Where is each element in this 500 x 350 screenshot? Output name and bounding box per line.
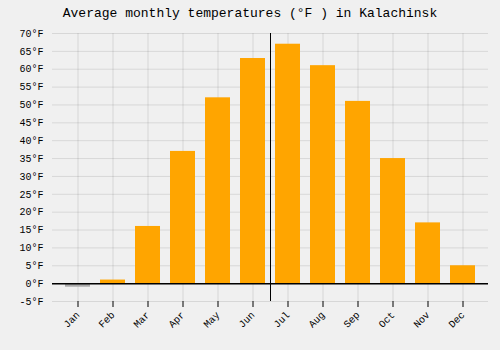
svg-text:Jul: Jul: [272, 310, 293, 331]
svg-text:Apr: Apr: [167, 310, 188, 331]
svg-text:20°F: 20°F: [19, 207, 43, 218]
svg-text:0°F: 0°F: [25, 279, 43, 290]
svg-text:5°F: 5°F: [25, 261, 43, 272]
svg-text:55°F: 55°F: [19, 82, 43, 93]
svg-text:Oct: Oct: [377, 310, 398, 331]
svg-text:Jan: Jan: [62, 310, 83, 331]
svg-text:70°F: 70°F: [19, 29, 43, 40]
svg-text:Jun: Jun: [237, 310, 258, 331]
svg-text:10°F: 10°F: [19, 243, 43, 254]
svg-text:15°F: 15°F: [19, 225, 43, 236]
svg-text:65°F: 65°F: [19, 47, 43, 58]
svg-text:Dec: Dec: [447, 310, 468, 331]
svg-text:-5°F: -5°F: [19, 297, 43, 308]
svg-text:30°F: 30°F: [19, 172, 43, 183]
svg-text:40°F: 40°F: [19, 136, 43, 147]
svg-text:Aug: Aug: [307, 310, 328, 331]
svg-text:Sep: Sep: [342, 310, 363, 331]
svg-text:Mar: Mar: [132, 310, 153, 331]
html-text:Average monthly temperatures (: Average monthly temperatures (°F ) in Ka…: [62, 6, 438, 21]
svg-text:25°F: 25°F: [19, 190, 43, 201]
svg-text:60°F: 60°F: [19, 64, 43, 75]
svg-text:Feb: Feb: [97, 310, 118, 331]
svg-text:May: May: [202, 310, 223, 331]
svg-text:Nov: Nov: [412, 310, 433, 331]
svg-text:35°F: 35°F: [19, 154, 43, 165]
svg-text:50°F: 50°F: [19, 100, 43, 111]
svg-text:45°F: 45°F: [19, 118, 43, 129]
